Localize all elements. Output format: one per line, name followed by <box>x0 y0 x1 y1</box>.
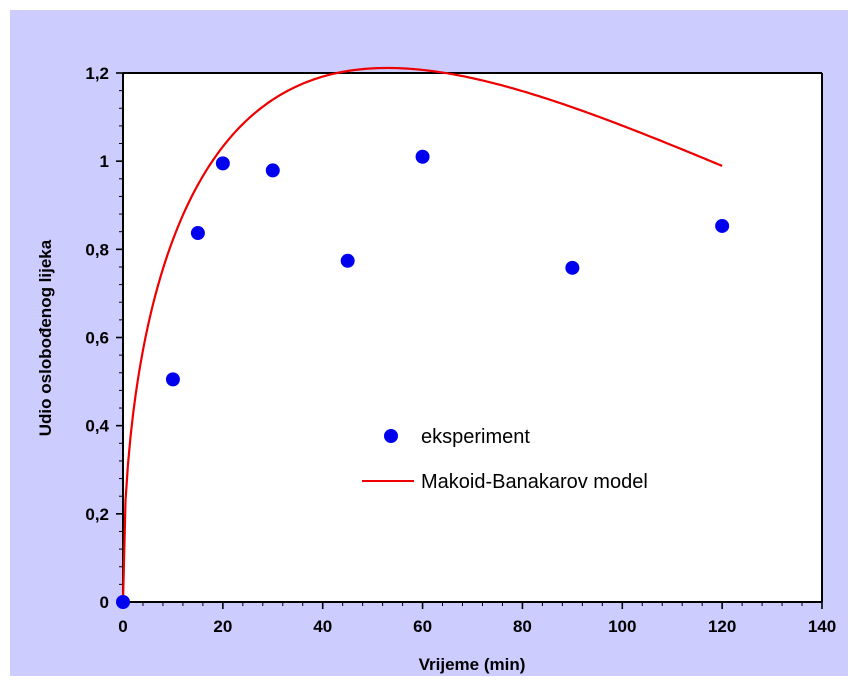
legend-label-model: Makoid-Banakarov model <box>421 471 648 493</box>
y-tick-label: 1 <box>100 152 109 171</box>
y-tick-label: 0 <box>100 593 109 612</box>
x-tick-label: 120 <box>708 617 736 636</box>
y-tick-label: 0,6 <box>85 329 109 348</box>
y-axis-title: Udio oslobođenog lijeka <box>36 239 55 436</box>
legend-marker-eksperiment <box>384 429 398 443</box>
data-point <box>715 218 730 233</box>
data-point <box>190 226 205 241</box>
series-layer <box>116 66 730 609</box>
model-curve <box>121 66 723 603</box>
plot-area <box>123 73 822 602</box>
data-point <box>415 149 430 164</box>
y-tick-label: 0,4 <box>85 417 109 436</box>
data-point <box>340 253 355 268</box>
x-tick-label: 140 <box>808 617 836 636</box>
x-tick-label: 20 <box>213 617 232 636</box>
data-point <box>565 260 580 275</box>
x-tick-label: 40 <box>313 617 332 636</box>
x-tick-label: 100 <box>608 617 636 636</box>
y-tick-label: 1,2 <box>85 64 109 83</box>
y-tick-label: 0,8 <box>85 240 109 259</box>
x-tick-label: 0 <box>118 617 127 636</box>
y-axis-ticks: 0 0,2 0,4 0,6 0,8 1 1,2 <box>85 64 123 612</box>
x-axis-ticks: 0 20 40 60 80 100 120 140 <box>118 602 836 636</box>
x-tick-label: 80 <box>513 617 532 636</box>
x-tick-label: 60 <box>413 617 432 636</box>
y-tick-label: 0,2 <box>85 505 109 524</box>
data-point <box>215 156 230 171</box>
data-point <box>265 163 280 178</box>
legend: eksperiment Makoid-Banakarov model <box>362 426 648 493</box>
data-point <box>116 595 130 609</box>
legend-label-eksperiment: eksperiment <box>421 426 530 448</box>
data-point <box>165 372 180 387</box>
x-axis-title: Vrijeme (min) <box>419 655 526 674</box>
